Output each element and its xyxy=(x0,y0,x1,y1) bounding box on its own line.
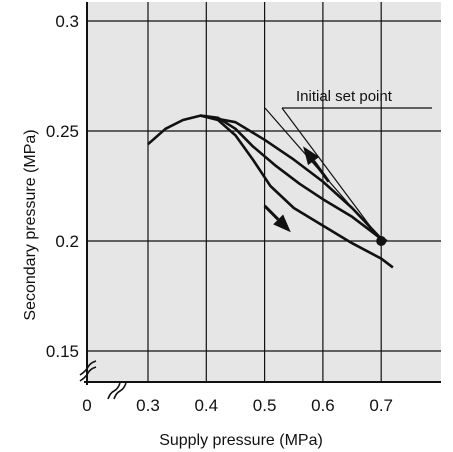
annotation-group: Initial set point xyxy=(264,88,432,242)
x-tick-label: 0.4 xyxy=(194,396,218,415)
direction-arrow-shaft-1 xyxy=(263,204,280,221)
annotation-leader-1 xyxy=(281,107,382,242)
y-axis-label: Secondary pressure (MPa) xyxy=(22,129,39,320)
series-line-0 xyxy=(147,114,394,269)
direction-arrow-head-0 xyxy=(303,146,320,166)
y-tick-label: 0.25 xyxy=(46,122,79,141)
direction-arrow-head-1 xyxy=(273,214,291,233)
x-axis-label: Supply pressure (MPa) xyxy=(159,432,323,449)
x-tick-label: 0.6 xyxy=(311,396,335,415)
x-tick-label: 0 xyxy=(82,396,91,415)
annotation-leader-2 xyxy=(264,107,382,242)
annotation-label: Initial set point xyxy=(296,88,393,105)
x-axis-break-mark-2 xyxy=(113,382,127,400)
y-tick-label: 0.3 xyxy=(55,12,79,31)
x-axis-break-mark xyxy=(107,382,121,400)
x-tick-label: 0.3 xyxy=(136,396,160,415)
y-axis-break-mark-2 xyxy=(79,366,97,382)
x-tick-label: 0.5 xyxy=(253,396,277,415)
series-line-1 xyxy=(200,114,388,243)
tick-labels: 0 0.3 0.4 0.5 0.6 0.7 0.15 0.2 0.25 0.3 xyxy=(46,12,393,415)
axis-break xyxy=(79,360,127,400)
y-axis-break-mark xyxy=(79,360,97,376)
x-tick-label: 0.7 xyxy=(369,396,393,415)
y-tick-label: 0.15 xyxy=(46,342,79,361)
y-tick-label: 0.2 xyxy=(55,232,79,251)
axes xyxy=(84,2,441,385)
